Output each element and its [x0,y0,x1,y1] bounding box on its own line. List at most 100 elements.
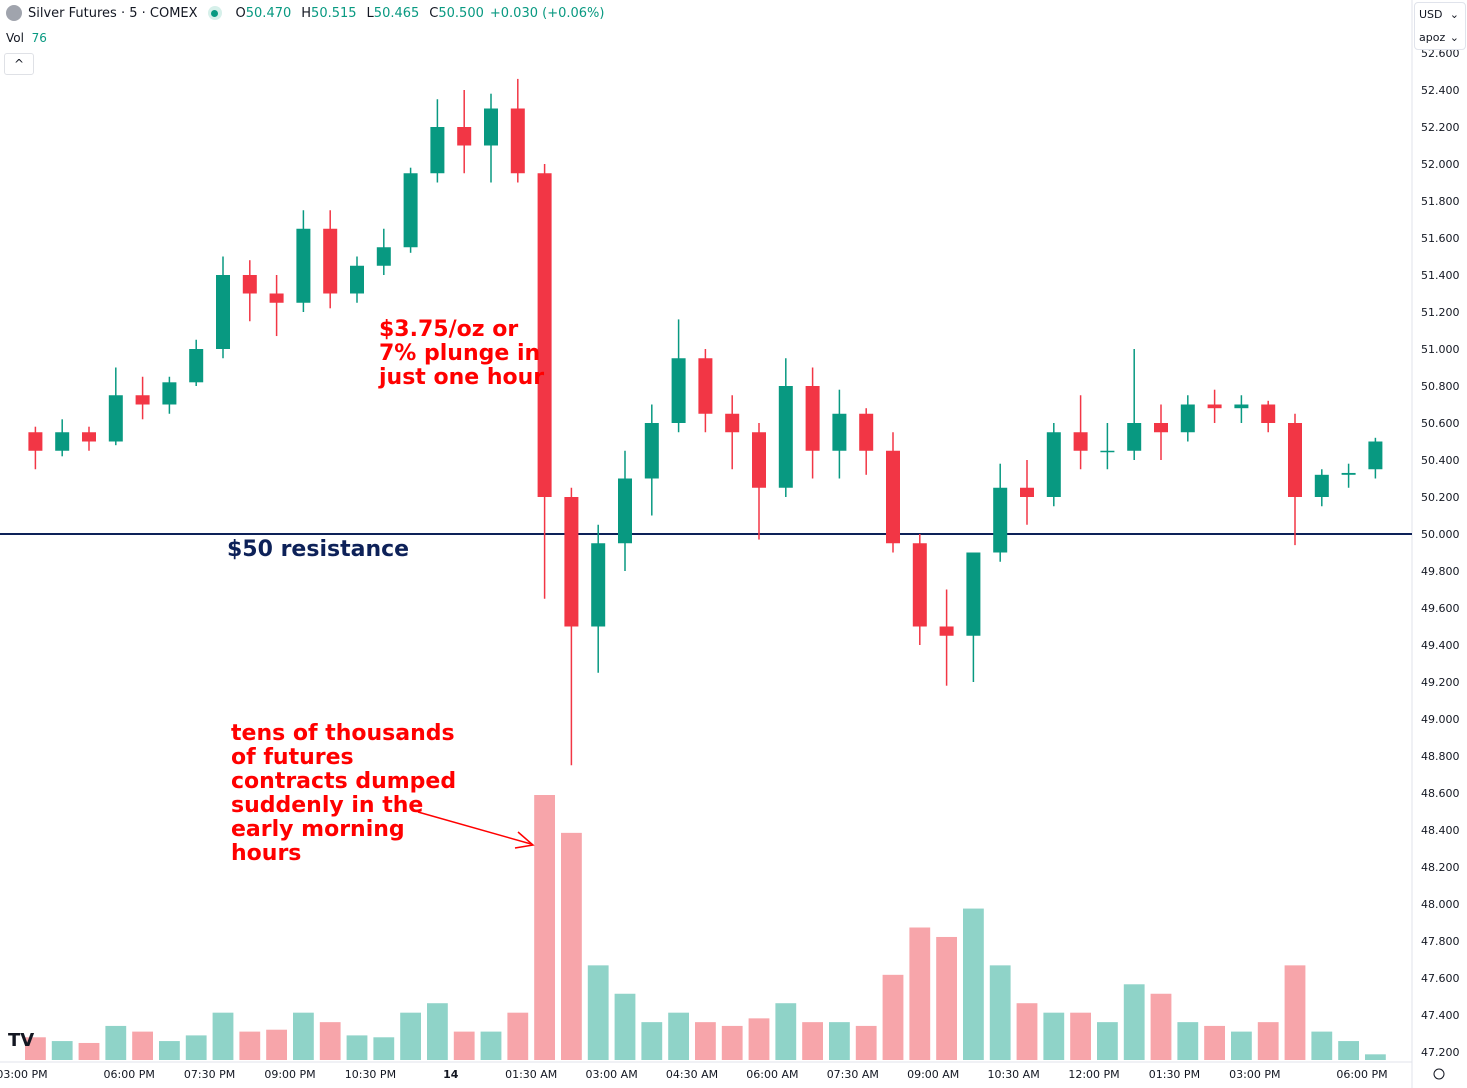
volume-bar [400,1012,421,1060]
candle-body [28,432,43,451]
x-tick-label: 10:30 AM [987,1068,1039,1081]
y-tick-label: 51.600 [1421,232,1460,245]
y-tick-label: 51.400 [1421,269,1460,282]
y-tick-label: 49.000 [1421,713,1460,726]
volume-bar [453,1031,475,1060]
x-tick-label: 07:30 AM [827,1068,879,1081]
candle-body [939,626,954,636]
y-tick-label: 51.000 [1421,343,1460,356]
volume-bar [561,832,582,1060]
x-tick-label: 12:00 PM [1068,1068,1119,1081]
candle-body [1180,404,1195,433]
y-tick-label: 51.200 [1421,306,1460,319]
x-tick-label: 09:00 PM [264,1068,315,1081]
candle-body [859,413,874,451]
volume-bar [721,1025,743,1060]
volume-annotation: tens of thousands of futures contracts d… [231,721,457,866]
x-tick-label: 01:30 PM [1149,1068,1200,1081]
candle-body [216,275,230,349]
candle-body [778,386,793,488]
x-tick-label: 03:00 PM [0,1068,48,1081]
settings-gear-icon[interactable] [1433,1068,1445,1080]
axis-controls [1414,2,1466,50]
candle-body [323,228,338,294]
silver-symbol-icon [6,5,22,21]
volume-bar [1097,1022,1118,1060]
candle-body [1046,432,1061,497]
resistance-annotation: $50 resistance [227,537,410,562]
plunge-annotation: $3.75/oz or 7% plunge in just one hour [379,317,545,390]
y-tick-label: 49.400 [1421,639,1460,652]
x-tick-label: 07:30 PM [184,1068,235,1081]
collapse-legend-button[interactable]: ^ [4,53,34,75]
volume-bar [1177,1022,1199,1060]
x-tick-label: 09:00 AM [907,1068,959,1081]
volume-bar [802,1022,823,1060]
candle-body [430,127,445,174]
candle-body [591,543,606,627]
x-tick-label: 06:00 PM [104,1068,155,1081]
y-tick-label: 50.200 [1421,491,1460,504]
volume-bar [1257,1022,1279,1060]
volume-bar [25,1037,46,1060]
candle-body [886,450,900,544]
candle-body [55,432,70,451]
currency-dropdown[interactable]: USD ⌄ [1419,8,1459,21]
annotation-arrow [417,811,532,845]
candle-body [269,293,284,303]
x-tick-label: 06:00 PM [1336,1068,1387,1081]
candle-body [1314,474,1329,497]
symbol-legend: Silver Futures · 5 · COMEX O50.470 H50.5… [6,5,604,21]
candle-body [805,386,820,451]
tradingview-logo: TV [8,1030,34,1051]
candle-body [1288,423,1302,497]
y-tick-label: 48.800 [1421,750,1460,763]
volume-bar [587,965,609,1060]
volume-bar [132,1031,153,1060]
candle-body [1073,432,1088,451]
candle-body [1234,404,1249,409]
candle-body [966,552,981,636]
change-value: +0.030 (+0.06%) [489,5,605,21]
volume-bar [51,1041,73,1060]
candle-body [403,173,418,248]
candle-body [752,432,766,488]
y-tick-label: 50.000 [1421,528,1460,541]
x-tick-label: 04:30 AM [666,1068,718,1081]
symbol-title[interactable]: Silver Futures · 5 · COMEX [28,5,198,21]
high-value: 50.515 [311,5,357,21]
y-tick-label: 52.600 [1421,47,1460,60]
candle-body [564,497,579,627]
y-tick-label: 50.600 [1421,417,1460,430]
candle-body [1100,450,1115,453]
candle-body [698,358,713,414]
candle-body [1341,472,1356,475]
candle-body [725,413,740,433]
candle-body [1020,487,1034,497]
open-value: 50.470 [245,5,292,21]
y-tick-label: 47.600 [1421,972,1460,985]
y-tick-label: 50.400 [1421,454,1460,467]
volume-bar [1150,993,1172,1060]
y-tick-label: 48.400 [1421,824,1460,837]
y-tick-label: 52.000 [1421,158,1460,171]
volume-legend: Vol 76 [6,31,47,45]
y-tick-label: 47.800 [1421,935,1460,948]
volume-bar [668,1012,689,1060]
y-tick-label: 49.800 [1421,565,1460,578]
candle-body [162,382,177,405]
volume-bar [373,1037,395,1060]
volume-bar [159,1041,180,1060]
volume-bar [614,993,636,1060]
y-tick-label: 47.400 [1421,1009,1460,1022]
y-tick-label: 48.600 [1421,787,1460,800]
volume-bar [882,974,904,1060]
candle-body [108,395,123,442]
volume-bar [936,936,957,1060]
scale-dropdown[interactable]: apoz ⌄ [1419,31,1459,44]
volume-bar [78,1042,100,1060]
volume-value: 76 [31,31,47,45]
x-tick-label: 06:00 AM [746,1068,798,1081]
